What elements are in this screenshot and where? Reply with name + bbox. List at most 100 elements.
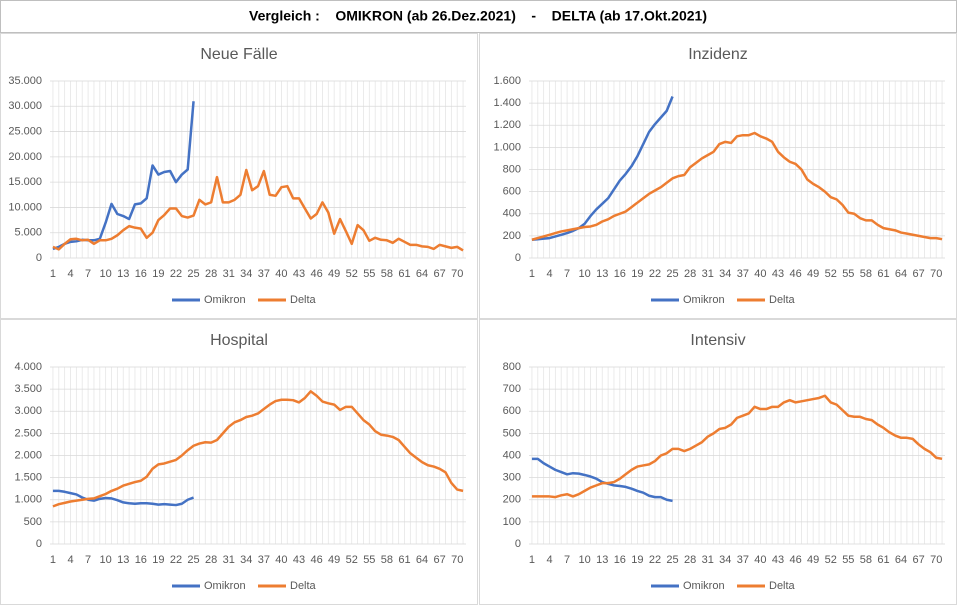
x-tick-label: 46: [310, 554, 322, 566]
x-tick-label: 61: [877, 268, 889, 280]
x-tick-label: 19: [152, 554, 164, 566]
x-tick-label: 25: [666, 268, 678, 280]
x-tick-label: 4: [67, 268, 73, 280]
x-tick-label: 70: [451, 268, 463, 280]
y-tick-label: 0: [515, 538, 521, 550]
x-tick-label: 37: [258, 554, 270, 566]
x-tick-label: 58: [381, 554, 393, 566]
x-tick-label: 64: [895, 268, 907, 280]
x-tick-label: 49: [807, 268, 819, 280]
x-tick-label: 4: [546, 554, 552, 566]
y-tick-label: 25.000: [8, 125, 42, 137]
y-tick-label: 600: [503, 186, 521, 198]
legend-label: Omikron: [204, 580, 246, 592]
x-tick-label: 70: [930, 554, 942, 566]
series-line: [52, 390, 464, 508]
x-tick-label: 46: [789, 554, 801, 566]
x-tick-label: 37: [258, 268, 270, 280]
y-tick-label: 3.500: [14, 383, 42, 395]
x-tick-label: 67: [913, 554, 925, 566]
legend-label: Omikron: [683, 294, 725, 306]
y-tick-label: 1.000: [493, 141, 521, 153]
series-line: [531, 394, 943, 499]
x-tick-label: 28: [684, 268, 696, 280]
legend-label: Omikron: [683, 580, 725, 592]
x-tick-label: 55: [363, 268, 375, 280]
x-tick-label: 10: [579, 268, 591, 280]
x-tick-label: 13: [596, 554, 608, 566]
x-tick-label: 22: [170, 554, 182, 566]
y-tick-label: 30.000: [8, 100, 42, 112]
x-tick-label: 67: [434, 268, 446, 280]
y-tick-label: 1.500: [14, 472, 42, 484]
x-tick-label: 10: [100, 554, 112, 566]
x-tick-label: 10: [579, 554, 591, 566]
x-tick-label: 1: [50, 554, 56, 566]
x-tick-label: 64: [895, 554, 907, 566]
x-tick-label: 40: [275, 268, 287, 280]
x-tick-label: 49: [807, 554, 819, 566]
x-tick-label: 46: [310, 268, 322, 280]
x-tick-label: 43: [293, 554, 305, 566]
x-tick-label: 34: [240, 554, 252, 566]
x-tick-label: 7: [85, 268, 91, 280]
y-tick-label: 15.000: [8, 176, 42, 188]
y-tick-label: 4.000: [14, 361, 42, 373]
y-tick-label: 1.400: [493, 97, 521, 109]
y-tick-label: 1.000: [14, 494, 42, 506]
y-tick-label: 1.200: [493, 119, 521, 131]
series-line: [531, 131, 943, 241]
x-tick-label: 1: [50, 268, 56, 280]
x-tick-label: 4: [67, 554, 73, 566]
x-tick-label: 70: [930, 268, 942, 280]
legend-label: Omikron: [204, 294, 246, 306]
x-tick-label: 31: [223, 554, 235, 566]
x-tick-label: 13: [117, 554, 129, 566]
x-tick-label: 31: [702, 268, 714, 280]
chart-title: Inzidenz: [688, 46, 748, 63]
x-tick-label: 16: [135, 554, 147, 566]
legend-label: Delta: [769, 580, 796, 592]
x-tick-label: 28: [684, 554, 696, 566]
x-tick-label: 61: [398, 554, 410, 566]
y-tick-label: 800: [503, 361, 521, 373]
x-tick-label: 31: [702, 554, 714, 566]
x-tick-label: 28: [205, 554, 217, 566]
x-tick-label: 49: [328, 268, 340, 280]
x-tick-label: 58: [860, 554, 872, 566]
x-tick-label: 58: [860, 268, 872, 280]
y-tick-label: 35.000: [8, 75, 42, 87]
y-tick-label: 200: [503, 494, 521, 506]
x-tick-label: 19: [631, 554, 643, 566]
y-tick-label: 500: [503, 427, 521, 439]
x-tick-label: 70: [451, 554, 463, 566]
y-tick-label: 2.000: [14, 449, 42, 461]
legend-label: Delta: [290, 580, 317, 592]
chart-title: Neue Fälle: [200, 46, 277, 63]
x-tick-label: 55: [842, 268, 854, 280]
x-tick-label: 25: [666, 554, 678, 566]
x-tick-label: 25: [187, 268, 199, 280]
y-tick-label: 0: [515, 252, 521, 264]
y-tick-label: 200: [503, 230, 521, 242]
x-tick-label: 67: [913, 268, 925, 280]
x-tick-label: 64: [416, 268, 428, 280]
chart-panel: Inzidenz 0 200 400 600 800 1.000 1.200 1.400 1.60…: [479, 33, 957, 319]
legend-label: Delta: [290, 294, 317, 306]
x-tick-label: 43: [293, 268, 305, 280]
x-tick-label: 67: [434, 554, 446, 566]
x-tick-label: 28: [205, 268, 217, 280]
series-line: [52, 489, 194, 507]
y-tick-label: 10.000: [8, 201, 42, 213]
x-tick-label: 31: [223, 268, 235, 280]
y-tick-label: 2.500: [14, 427, 42, 439]
x-tick-label: 40: [754, 268, 766, 280]
y-tick-label: 100: [503, 516, 521, 528]
x-tick-label: 19: [631, 268, 643, 280]
x-tick-label: 37: [737, 268, 749, 280]
legend-label: Delta: [769, 294, 796, 306]
series-line: [52, 101, 195, 251]
chart-title: Intensiv: [690, 332, 745, 349]
x-tick-label: 13: [117, 268, 129, 280]
y-tick-label: 600: [503, 405, 521, 417]
